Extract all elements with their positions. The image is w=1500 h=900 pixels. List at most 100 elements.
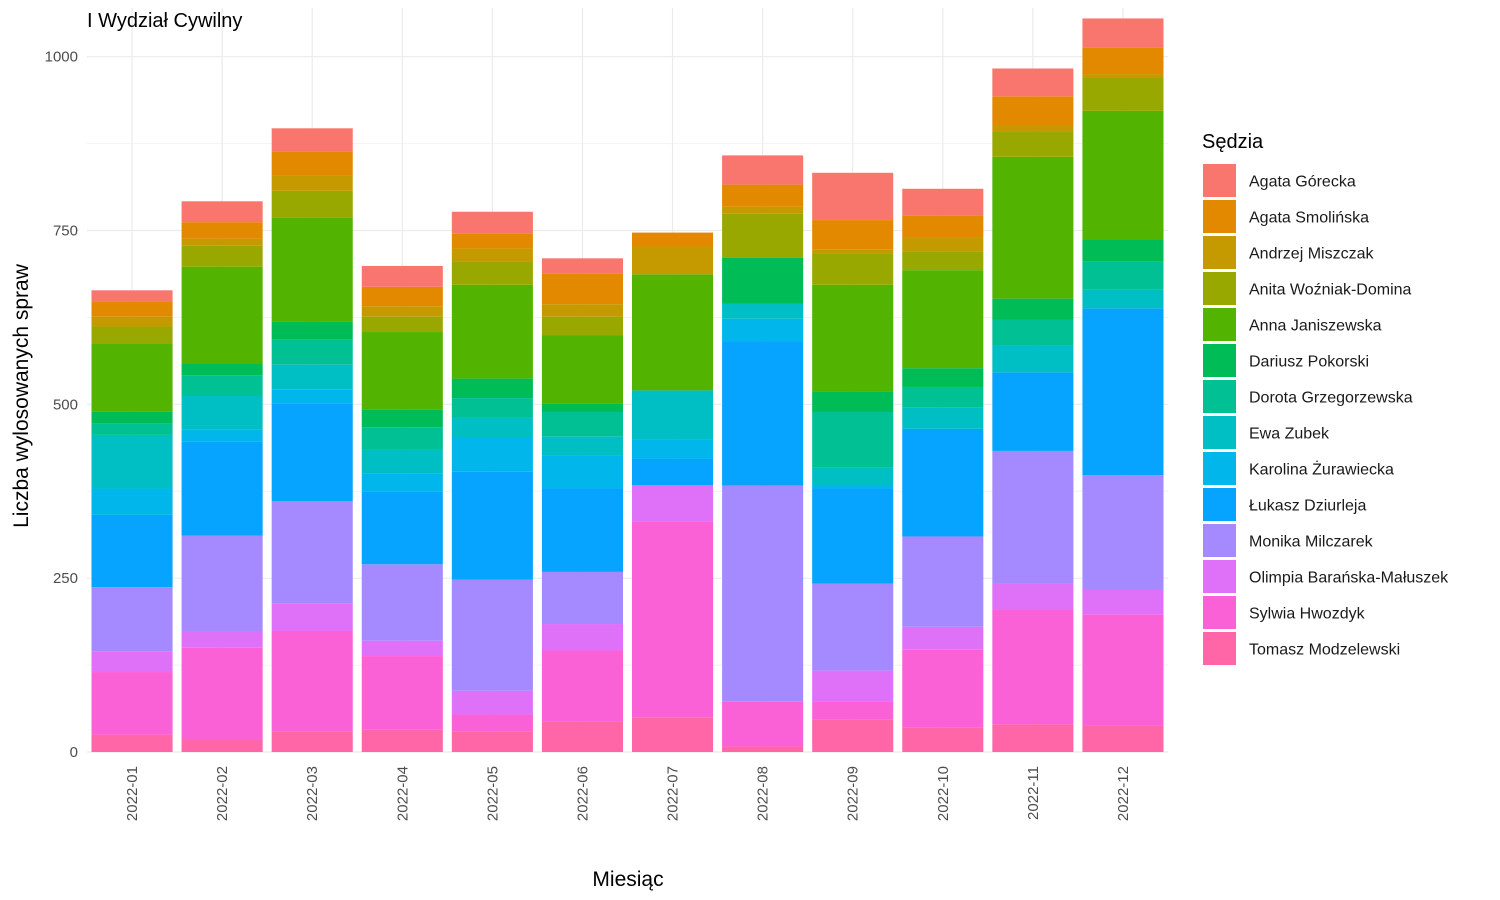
legend-key: [1203, 308, 1236, 341]
legend-key: [1203, 380, 1236, 413]
bar-segment: [722, 318, 804, 342]
bar-segment: [632, 390, 714, 440]
bar-segment: [361, 640, 443, 657]
legend-key: [1203, 236, 1236, 269]
bar-segment: [181, 245, 263, 267]
bar-segment: [361, 449, 443, 474]
bar-segment: [992, 724, 1074, 752]
y-tick-label: 1000: [45, 49, 78, 66]
legend-label: Ewa Zubek: [1249, 426, 1330, 443]
bar-stack-2022-08: [722, 155, 804, 752]
bar-segment: [271, 190, 353, 218]
bar-segment: [992, 125, 1074, 132]
bar-segment: [541, 411, 623, 437]
legend-label: Dariusz Pokorski: [1249, 354, 1369, 371]
bar-segment: [271, 500, 353, 604]
bar-segment: [361, 656, 443, 730]
bar-segment: [541, 721, 623, 752]
legend-key: [1203, 416, 1236, 449]
bar-segment: [722, 155, 804, 185]
bar-segment: [722, 206, 804, 214]
bar-segment: [812, 670, 894, 702]
bar-segment: [181, 429, 263, 442]
bar-segment: [992, 345, 1074, 373]
x-tick-label: 2022-01: [124, 766, 141, 821]
legend-key: [1203, 344, 1236, 377]
x-tick-label: 2022-03: [304, 766, 321, 821]
bar-segment: [722, 341, 804, 486]
bar-stack-2022-03: [271, 128, 353, 752]
bar-segment: [181, 201, 263, 223]
bar-segment: [181, 535, 263, 632]
y-axis-ticks: 0 250 500 750 1000: [45, 49, 78, 761]
bar-segment: [992, 450, 1074, 584]
legend-label: Tomasz Modzelewski: [1249, 642, 1400, 659]
bar-segment: [361, 409, 443, 428]
bar-segment: [541, 403, 623, 412]
bar-segment: [91, 587, 173, 652]
bar-segment: [1082, 261, 1164, 290]
bar-segment: [271, 364, 353, 390]
bar-segment: [361, 473, 443, 492]
bar-segment: [181, 647, 263, 740]
x-axis-title: Miesiąc: [592, 868, 663, 891]
bar-segment: [1082, 77, 1164, 111]
bar-segment: [902, 386, 984, 408]
bar-stack-2022-02: [181, 201, 263, 752]
bar-segment: [91, 343, 173, 412]
bar-segment: [1082, 614, 1164, 726]
bar-segment: [632, 232, 714, 247]
x-tick-label: 2022-08: [755, 766, 772, 821]
bar-segment: [541, 316, 623, 336]
bar-segment: [271, 217, 353, 322]
bar-stack-2022-01: [91, 290, 173, 752]
bar-segment: [181, 395, 263, 430]
bar-segment: [361, 564, 443, 641]
bar-segment: [91, 488, 173, 515]
bar-segment: [632, 246, 714, 275]
x-tick-label: 2022-05: [484, 766, 501, 821]
bar-segment: [181, 739, 263, 752]
legend-label: Agata Smolińska: [1249, 210, 1369, 227]
bar-segment: [812, 467, 894, 485]
bar-segment: [451, 378, 533, 399]
bar-segment: [451, 398, 533, 418]
legend-label: Anna Janiszewska: [1249, 318, 1382, 335]
bar-segment: [902, 536, 984, 627]
legend-title: Sędzia: [1202, 131, 1264, 153]
bar-segment: [451, 437, 533, 472]
bar-segment: [1082, 725, 1164, 752]
legend-key: [1203, 560, 1236, 593]
legend-label: Agata Górecka: [1249, 174, 1356, 191]
bar-segment: [271, 389, 353, 404]
bar-segment: [812, 284, 894, 392]
bar-segment: [1082, 110, 1164, 240]
bar-segment: [541, 455, 623, 489]
x-tick-label: 2022-11: [1025, 766, 1042, 820]
bar-segment: [451, 579, 533, 691]
bar-segment: [451, 233, 533, 249]
bar-segment: [1082, 239, 1164, 262]
legend-label: Olimpia Barańska-Małuszek: [1249, 570, 1449, 587]
bar-stack-2022-07: [632, 232, 714, 752]
bar-segment: [1082, 308, 1164, 476]
bar-segment: [902, 727, 984, 752]
bar-segment: [361, 316, 443, 333]
bar-segment: [271, 175, 353, 191]
bar-segment: [1082, 74, 1164, 78]
bar-stack-2022-12: [1082, 18, 1164, 752]
bar-segment: [271, 128, 353, 152]
bar-segment: [361, 265, 443, 287]
bar-segment: [632, 439, 714, 459]
bar-segment: [992, 583, 1074, 610]
legend-key: [1203, 488, 1236, 521]
bar-segment: [91, 423, 173, 435]
x-tick-label: 2022-06: [574, 766, 591, 821]
bar-segment: [632, 521, 714, 718]
bar-segment: [361, 306, 443, 317]
bar-segment: [812, 172, 894, 221]
legend-label: Sylwia Hwozdyk: [1249, 606, 1366, 623]
y-tick-label: 750: [53, 223, 78, 240]
bar-segment: [181, 238, 263, 246]
